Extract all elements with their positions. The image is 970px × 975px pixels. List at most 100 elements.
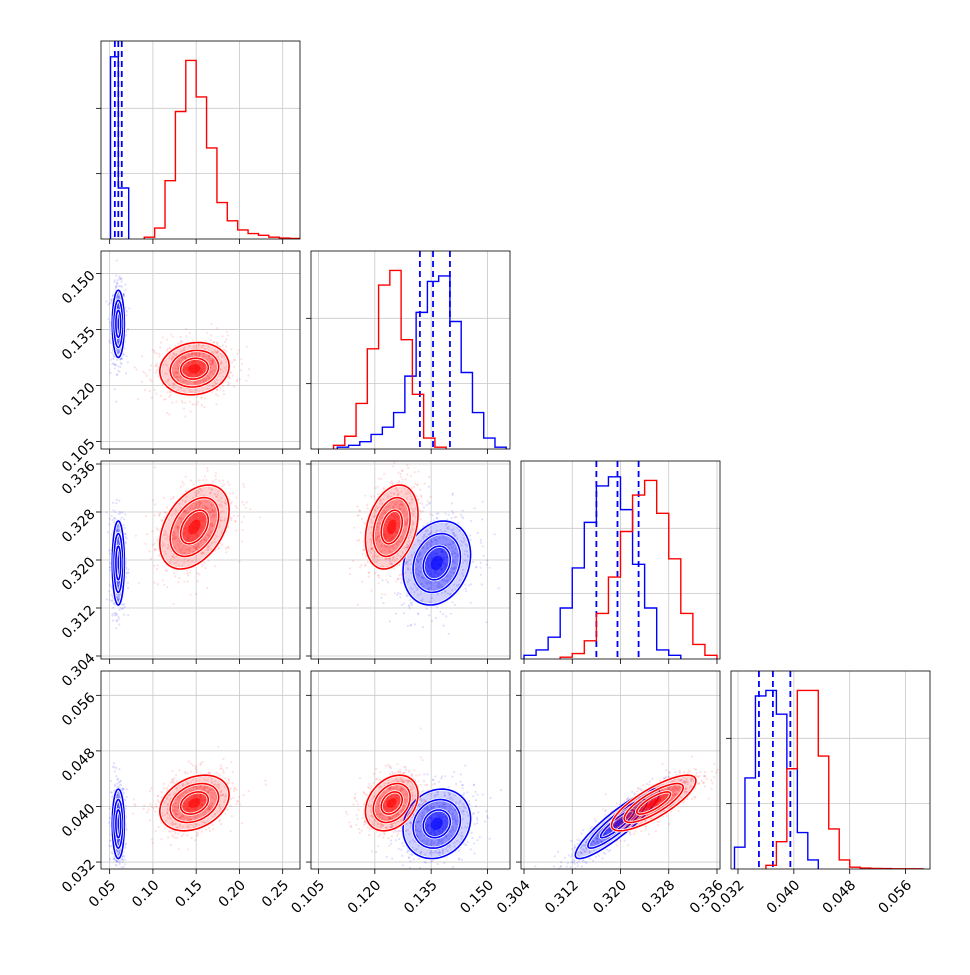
scatter-point-b <box>150 558 152 560</box>
scatter-point-a <box>110 791 112 793</box>
scatter-point-a <box>486 559 488 561</box>
scatter-point-a <box>122 511 124 513</box>
scatter-point-b <box>226 767 228 769</box>
scatter-point-b <box>151 397 153 399</box>
scatter-point-a <box>409 624 411 626</box>
scatter-point-b <box>228 484 230 486</box>
scatter-point-a <box>127 587 129 589</box>
scatter-point-b <box>241 521 243 523</box>
scatter-point-b <box>166 412 168 414</box>
scatter-point-b <box>137 398 139 400</box>
scatter-point-a <box>115 767 117 769</box>
scatter-point-b <box>155 806 157 808</box>
scatter-point-b <box>423 547 425 549</box>
scatter-point-b <box>175 401 177 403</box>
scatter-point-b <box>143 804 145 806</box>
scatter-point-b <box>416 483 418 485</box>
scatter-point-b <box>150 364 152 366</box>
scatter-point-a <box>112 613 114 615</box>
scatter-point-a <box>464 584 466 586</box>
scatter-point-b <box>360 531 362 533</box>
scatter-point-a <box>108 523 110 525</box>
scatter-point-a <box>448 633 450 635</box>
scatter-point-a <box>469 534 471 536</box>
scatter-point-b <box>165 569 167 571</box>
scatter-point-a <box>113 762 115 764</box>
scatter-point-b <box>206 332 208 334</box>
scatter-point-b <box>225 345 227 347</box>
scatter-point-a <box>445 615 447 617</box>
scatter-point-b <box>230 503 232 505</box>
scatter-point-b <box>239 378 241 380</box>
scatter-point-a <box>110 780 112 782</box>
scatter-point-a <box>435 617 437 619</box>
scatter-point-b <box>249 508 251 510</box>
scatter-point-b <box>180 486 182 488</box>
scatter-point-b <box>229 492 231 494</box>
scatter-point-b <box>189 332 191 334</box>
scatter-point-a <box>109 858 111 860</box>
panel-border <box>731 671 930 869</box>
scatter-point-b <box>455 516 457 518</box>
scatter-point-b <box>233 359 235 361</box>
scatter-point-b <box>358 509 360 511</box>
scatter-point-b <box>215 393 217 395</box>
scatter-point-a <box>118 890 120 892</box>
scatter-point-b <box>183 408 185 410</box>
scatter-point-b <box>138 582 140 584</box>
scatter-point-a <box>439 611 441 613</box>
scatter-point-b <box>156 568 158 570</box>
scatter-point-b <box>419 543 421 545</box>
scatter-point-b <box>381 593 383 595</box>
scatter-point-a <box>108 549 110 551</box>
scatter-point-a <box>442 613 444 615</box>
scatter-point-a <box>426 504 428 506</box>
scatter-point-b <box>227 546 229 548</box>
scatter-point-a <box>118 768 120 770</box>
scatter-point-b <box>172 603 174 605</box>
scatter-point-a <box>113 857 115 859</box>
scatter-point-b <box>154 543 156 545</box>
scatter-point-b <box>166 339 168 341</box>
scatter-point-b <box>430 496 432 498</box>
scatter-point-a <box>114 388 116 390</box>
scatter-point-a <box>498 587 500 589</box>
scatter-point-a <box>116 286 118 288</box>
scatter-point-b <box>184 415 186 417</box>
scatter-point-b <box>168 396 170 398</box>
scatter-point-a <box>480 562 482 564</box>
scatter-point-b <box>159 347 161 349</box>
scatter-point-a <box>121 861 123 863</box>
scatter-point-b <box>184 402 186 404</box>
scatter-point-b <box>425 542 427 544</box>
scatter-point-b <box>202 479 204 481</box>
scatter-point-b <box>235 505 237 507</box>
scatter-point-b <box>225 338 227 340</box>
scatter-point-b <box>215 472 217 474</box>
scatter-point-b <box>241 501 243 503</box>
scatter-point-a <box>452 512 454 514</box>
scatter-point-a <box>476 566 478 568</box>
scatter-point-b <box>399 577 401 579</box>
scatter-point-b <box>217 548 219 550</box>
scatter-point-b <box>246 346 248 348</box>
scatter-point-a <box>127 328 129 330</box>
scatter-point-b <box>194 839 196 841</box>
scatter-point-a <box>114 279 116 281</box>
scatter-point-b <box>193 484 195 486</box>
scatter-point-a <box>119 870 121 872</box>
scatter-point-b <box>193 403 195 405</box>
scatter-point-a <box>111 515 113 517</box>
scatter-point-b <box>242 529 244 531</box>
scatter-point-b <box>166 350 168 352</box>
scatter-point-a <box>127 569 129 571</box>
scatter-point-b <box>420 518 422 520</box>
scatter-point-a <box>414 623 416 625</box>
scatter-point-b <box>233 790 235 792</box>
scatter-point-b <box>195 593 197 595</box>
scatter-point-b <box>134 366 136 368</box>
scatter-point-a <box>114 770 116 772</box>
scatter-point-b <box>172 336 174 338</box>
scatter-point-b <box>400 476 402 478</box>
